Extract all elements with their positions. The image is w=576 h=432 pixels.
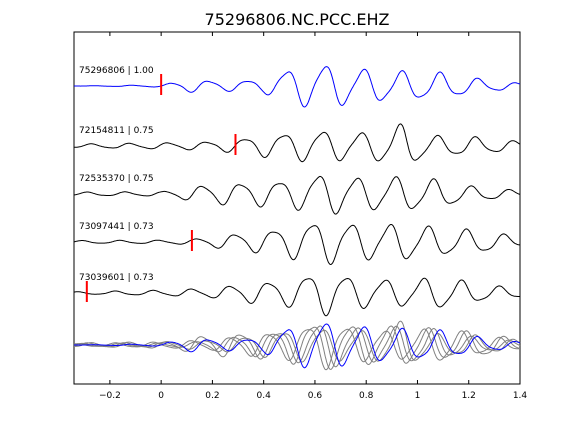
trace-labels-layer: 75296806 | 1.00 72154811 | 0.75 72535370 |… [79,66,154,283]
x-tick-label: 1.2 [462,391,476,401]
stack-trace-3 [73,325,521,368]
trace-line-4 [73,224,521,266]
x-tick-label: 0.2 [205,391,219,401]
stack-trace-1 [74,323,521,369]
trace-line-5 [73,277,520,317]
x-tick-label: 0.6 [308,391,323,401]
x-tick-label: 1.4 [513,391,528,401]
x-tick-label: 0.8 [359,391,374,401]
trace-line-1 [74,66,521,108]
trace-label-1: 75296806 | 1.00 [79,66,154,76]
stack-trace-2 [74,320,521,363]
trace-label-5: 73039601 | 0.73 [79,273,154,283]
traces-layer [73,66,521,317]
trace-label-3: 72535370 | 0.75 [79,174,154,184]
chart-title: 75296806.NC.PCC.EHZ [205,10,390,29]
x-tick-label: 0 [158,391,164,401]
stack-trace-5 [73,328,521,371]
trace-line-2 [74,123,521,163]
x-tick-label: −0.2 [99,391,121,401]
x-tick-label: 0.4 [257,391,272,401]
picks-layer [85,74,237,302]
x-axis-ticks: −0.2 0 0.2 0.4 0.6 0.8 1 1.2 1.4 [99,32,527,401]
stack-layer [73,320,521,371]
trace-line-3 [73,175,521,215]
x-tick-label: 1 [415,391,421,401]
trace-label-2: 72154811 | 0.75 [79,126,154,136]
plot-area-frame [73,31,521,385]
trace-label-4: 73097441 | 0.73 [79,222,154,232]
